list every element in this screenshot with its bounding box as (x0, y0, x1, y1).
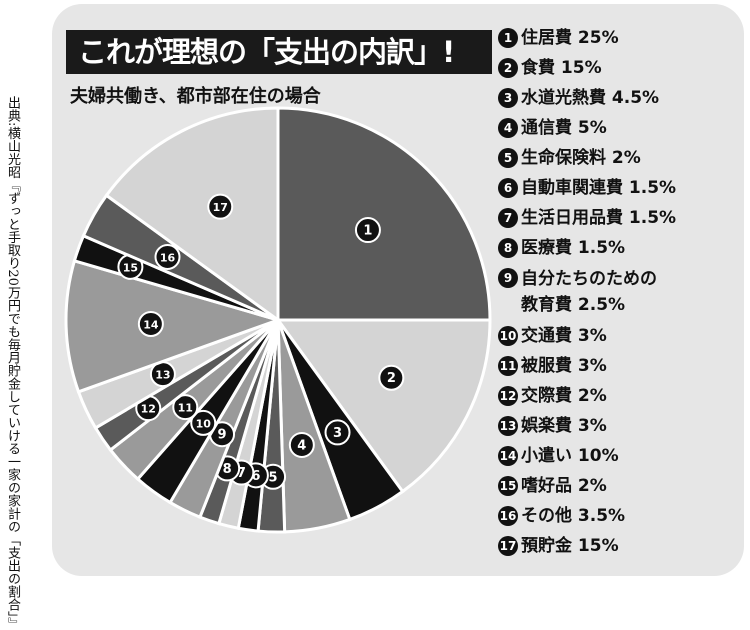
legend-number-badge: 17 (498, 536, 518, 556)
legend-item: 3 水道光熱費 4.5% (498, 86, 742, 110)
slice-label: 7 (237, 466, 246, 481)
slice-label: 3 (333, 426, 342, 441)
slice-label: 13 (155, 369, 170, 382)
legend-label: 交通費 3% (521, 326, 607, 346)
legend-item: 8 医療費 1.5% (498, 236, 742, 260)
pie-slice (104, 106, 280, 323)
legend-number-badge: 10 (498, 326, 518, 346)
legend-label: 自動車関連費 1.5% (521, 178, 677, 198)
legend-label: 交際費 2% (521, 386, 607, 406)
slice-label: 8 (223, 462, 232, 477)
legend-number-badge: 16 (498, 506, 518, 526)
legend-number-badge: 12 (498, 386, 518, 406)
legend-number-badge: 2 (498, 58, 518, 78)
legend-item: 13 娯楽費 3% (498, 414, 742, 438)
legend-item: 9 自分たちのための 教育費 2.5% (498, 266, 742, 318)
slice-label-badge (137, 310, 164, 337)
legend-label: 生活日用品費 1.5% (521, 208, 677, 228)
legend-label: 食費 15% (521, 58, 602, 78)
slice-label: 5 (269, 470, 278, 485)
slice-label-badge (324, 419, 351, 446)
legend-item: 4 通信費 5% (498, 116, 742, 140)
legend-number-badge: 14 (498, 446, 518, 466)
slice-label: 14 (143, 318, 159, 331)
legend-label: 被服費 3% (521, 356, 607, 376)
slice-label: 17 (213, 201, 228, 214)
slice-label-badge (190, 409, 217, 436)
legend-item: 15 嗜好品 2% (498, 474, 742, 498)
slice-label-badge (288, 431, 315, 458)
legend-label: 生命保険料 2% (521, 148, 641, 168)
slice-label: 1 (363, 224, 372, 239)
slice-label: 4 (297, 438, 306, 453)
legend-number-badge: 1 (498, 28, 518, 48)
pie-slice (276, 106, 492, 322)
slice-label: 16 (160, 251, 176, 264)
legend-item: 10 交通費 3% (498, 324, 742, 348)
slice-label: 12 (141, 403, 156, 416)
legend-label: 嗜好品 2% (521, 476, 607, 496)
chart-subtitle: 夫婦共働き、都市部在住の場合 (70, 86, 321, 107)
pie-slice (275, 318, 492, 494)
legend-number-badge: 15 (498, 476, 518, 496)
chart-title: これが理想の「支出の内訳」! (66, 30, 492, 74)
legend-item: 2 食費 15% (498, 56, 742, 80)
legend-number-badge: 3 (498, 88, 518, 108)
legend-label: 娯楽費 3% (521, 416, 607, 436)
slice-label: 9 (218, 428, 227, 443)
legend-item: 17 預貯金 15% (498, 534, 742, 558)
legend-item: 7 生活日用品費 1.5% (498, 206, 742, 230)
legend-label: 預貯金 15% (521, 536, 619, 556)
legend-label: 自分たちのための 教育費 2.5% (521, 269, 657, 315)
pie-slice (64, 258, 283, 394)
legend-item: 12 交際費 2% (498, 384, 742, 408)
slice-label-badge (354, 217, 381, 244)
legend-number-badge: 6 (498, 178, 518, 198)
legend-label: 通信費 5% (521, 118, 607, 138)
legend-number-badge: 8 (498, 238, 518, 258)
legend-item: 11 被服費 3% (498, 354, 742, 378)
legend-number-badge: 4 (498, 118, 518, 138)
legend-item: 16 その他 3.5% (498, 504, 742, 528)
slice-label-badge (154, 243, 181, 270)
legend-label: 住居費 25% (521, 28, 619, 48)
legend-number-badge: 7 (498, 208, 518, 228)
legend-item: 6 自動車関連費 1.5% (498, 176, 742, 200)
legend-item: 14 小遣い 10% (498, 444, 742, 468)
slice-label-badge (172, 394, 199, 421)
legend-number-badge: 9 (498, 268, 518, 288)
slice-label-badge (207, 193, 234, 220)
legend-number-badge: 5 (498, 148, 518, 168)
legend-item: 5 生命保険料 2% (498, 146, 742, 170)
source-note: 出典:横山光昭『ずっと手取り20万円でも毎月貯金していける一家の家計の「支出の割… (5, 96, 20, 630)
legend-label: 医療費 1.5% (521, 238, 626, 258)
legend-number-badge: 13 (498, 416, 518, 436)
legend-number-badge: 11 (498, 356, 518, 376)
legend-item: 1 住居費 25% (498, 26, 742, 50)
slice-label: 2 (387, 371, 396, 386)
legend-label: その他 3.5% (521, 506, 626, 526)
slice-label: 10 (196, 417, 212, 430)
slice-label: 11 (178, 402, 193, 415)
legend: 1 住居費 25% 2 食費 15% 3 水道光熱費 4.5% 4 通信費 5% 5 生命保険料 … (498, 26, 742, 564)
slice-label: 6 (251, 469, 260, 484)
slice-label-badge (378, 364, 405, 391)
slice-label: 15 (123, 261, 138, 274)
legend-label: 小遣い 10% (521, 446, 619, 466)
legend-label: 水道光熱費 4.5% (521, 88, 660, 108)
